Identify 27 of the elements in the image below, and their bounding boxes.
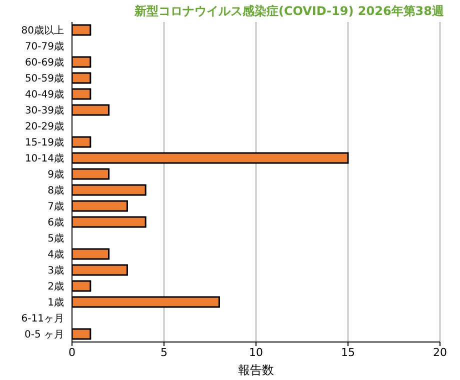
y-tick-label: 20-29歳 [24, 120, 64, 133]
y-tick-label: 9歳 [48, 168, 64, 181]
y-tick-label: 3歳 [48, 264, 64, 277]
y-tick-label: 5歳 [48, 232, 64, 245]
y-tick-label: 10-14歳 [24, 152, 64, 165]
y-tick-label: 8歳 [48, 184, 64, 197]
x-tick-label: 15 [341, 346, 355, 359]
y-tick-label: 0-5 ヶ月 [24, 330, 64, 341]
x-tick-label: 20 [433, 346, 447, 359]
y-tick-label: 15-19歳 [24, 136, 64, 149]
x-tick-label: 5 [160, 346, 168, 359]
y-tick-label: 70-79歳 [24, 40, 64, 53]
y-tick-label: 30-39歳 [24, 104, 64, 117]
y-tick-label: 50-59歳 [24, 72, 64, 85]
y-tick-label: 7歳 [48, 200, 64, 213]
y-tick-label: 1歳 [48, 296, 64, 309]
y-tick-label: 6歳 [48, 216, 64, 229]
y-tick-label: 6-11ヶ月 [21, 314, 64, 325]
chart-title: 新型コロナウイルス感染症(COVID-19) 2026年第38週 [134, 3, 444, 20]
x-axis-title: 報告数 [238, 363, 274, 377]
x-tick-label: 0 [68, 346, 76, 359]
y-tick-label: 80歳以上 [21, 24, 64, 37]
y-tick-label: 2歳 [48, 280, 64, 293]
y-tick-label: 40-49歳 [24, 88, 64, 101]
y-tick-label: 60-69歳 [24, 56, 64, 69]
y-tick-label: 4歳 [48, 248, 64, 261]
x-tick-label: 10 [249, 346, 263, 359]
